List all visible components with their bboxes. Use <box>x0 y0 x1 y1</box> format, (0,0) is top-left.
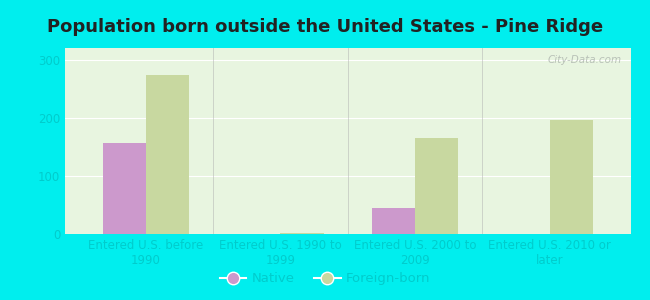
Legend: Native, Foreign-born: Native, Foreign-born <box>214 267 436 290</box>
Bar <box>146 75 189 234</box>
Bar <box>280 233 324 234</box>
Bar <box>550 120 593 234</box>
Bar <box>372 208 415 234</box>
Text: Population born outside the United States - Pine Ridge: Population born outside the United State… <box>47 18 603 36</box>
Bar <box>103 143 146 234</box>
Bar <box>415 138 458 234</box>
Text: City-Data.com: City-Data.com <box>548 56 622 65</box>
